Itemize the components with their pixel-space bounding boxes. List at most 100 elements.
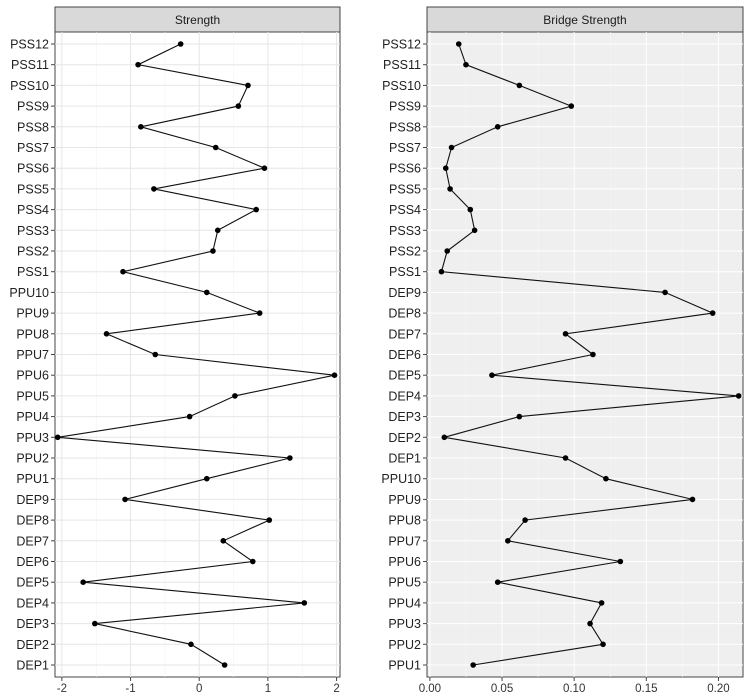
strength-point (221, 662, 228, 668)
strength-point (186, 413, 193, 420)
strength-y-tick-label: PSS11 (11, 58, 49, 72)
strength-point (54, 434, 61, 441)
bridge-strength-y-tick-label: PPU1 (388, 659, 421, 673)
strength-point (301, 600, 308, 606)
strength-y-tick-label: PSS12 (10, 38, 49, 52)
strength-y-tick-label: PPU8 (16, 327, 49, 341)
strength-point (214, 227, 221, 234)
bridge-strength-y-axis: PPU1 PPU2 PPU3 PPU4 PPU5 PPU6 PPU7 PPU8 PPU9 PPU1… (381, 38, 427, 673)
strength-y-tick-label: DEP6 (16, 555, 49, 569)
strength-y-tick-label: PSS7 (17, 141, 49, 155)
strength-y-tick-label: DEP5 (16, 576, 49, 590)
bridge-strength-y-tick-label: PSS6 (389, 162, 421, 176)
strength-point (122, 496, 128, 503)
bridge-strength-x-axis: 0.00 0.05 0.10 0.15 0.20 (419, 677, 730, 695)
bridge-strength-point (489, 372, 495, 379)
bridge-strength-y-tick-label: PPU3 (388, 617, 421, 631)
strength-point (188, 641, 194, 648)
bridge-strength-point (568, 103, 575, 109)
bridge-strength-y-tick-label: PPU5 (388, 576, 421, 590)
bridge-strength-y-tick-label: DEP5 (388, 369, 421, 383)
strength-point (253, 206, 260, 213)
strength-y-tick-label: PPU5 (16, 389, 49, 403)
bridge-strength-y-tick-label: PPU10 (381, 472, 421, 486)
bridge-strength-y-tick-label: PSS8 (389, 120, 421, 134)
strength-y-tick-label: PPU2 (16, 452, 49, 466)
strength-point (220, 538, 227, 544)
bridge-strength-y-tick-label: PSS10 (382, 79, 421, 93)
strength-y-tick-label: PSS5 (17, 182, 49, 196)
bridge-strength-point (494, 579, 501, 585)
strength-x-tick-label: -1 (125, 683, 135, 695)
bridge-strength-y-tick-label: PPU4 (388, 596, 421, 610)
strength-x-tick-label: 1 (265, 683, 271, 695)
bridge-strength-strip-title: Bridge Strength (543, 13, 626, 27)
strength-y-tick-label: DEP7 (16, 534, 49, 548)
bridge-strength-point (562, 331, 569, 337)
strength-y-tick-label: PPU1 (16, 472, 49, 486)
bridge-strength-point (735, 393, 742, 399)
bridge-strength-y-tick-label: DEP9 (388, 286, 421, 300)
bridge-strength-y-tick-label: PPU9 (388, 493, 421, 507)
bridge-strength-point (689, 496, 696, 503)
strength-point (249, 558, 256, 565)
bridge-strength-strip (426, 6, 744, 33)
bridge-strength-y-tick-label: DEP7 (388, 327, 421, 341)
strength-point (135, 61, 141, 68)
strength-y-tick-label: PSS3 (17, 224, 49, 238)
bridge-strength-point (603, 475, 609, 482)
bridge-strength-point (438, 268, 445, 275)
strength-point (138, 124, 144, 130)
strength-point (203, 289, 210, 296)
strength-y-tick-label: DEP4 (16, 596, 49, 610)
bridge-strength-y-tick-label: PSS1 (389, 265, 421, 279)
strength-point (232, 393, 238, 399)
bridge-strength-grid (427, 32, 743, 677)
bridge-strength-y-tick-label: PPU6 (388, 555, 421, 569)
strength-point (120, 268, 126, 275)
bridge-strength-x-tick-label: 0.05 (491, 683, 513, 695)
bridge-strength-y-tick-label: PSS12 (382, 38, 421, 52)
bridge-strength-y-tick-label: PSS7 (389, 141, 421, 155)
bridge-strength-y-tick-label: PSS5 (389, 182, 421, 196)
strength-point (210, 248, 216, 254)
bridge-strength-y-tick-label: DEP1 (388, 452, 421, 466)
strength-point (152, 351, 159, 358)
strength-x-tick-label: 0 (196, 683, 202, 695)
bridge-strength-x-tick-label: 0.15 (635, 683, 657, 695)
strength-panel: Strength DEP1DEP2DEP3DEP4DEP5DEP6DEP7DEP… (9, 6, 341, 695)
bridge-strength-point (598, 600, 605, 606)
strength-strip-title: Strength (175, 13, 220, 27)
strength-x-axis: -2 -1 0 1 2 (57, 677, 340, 695)
strength-y-tick-label: PSS8 (17, 120, 49, 134)
strength-point (177, 41, 184, 47)
bridge-strength-point (617, 558, 624, 565)
bridge-strength-x-tick-label: 0.20 (707, 683, 729, 695)
bridge-strength-point (494, 124, 501, 130)
bridge-strength-point (522, 517, 528, 523)
strength-point (212, 144, 219, 151)
strength-y-tick-label: PSS4 (17, 203, 49, 217)
bridge-strength-y-tick-label: DEP3 (388, 410, 421, 424)
bridge-strength-point (467, 206, 474, 213)
strength-point (80, 579, 86, 585)
strength-y-tick-label: DEP3 (16, 617, 49, 631)
strength-point (331, 372, 338, 379)
strength-y-tick-label: PSS10 (10, 79, 49, 93)
bridge-strength-point (463, 61, 469, 68)
strength-y-tick-label: PPU9 (16, 307, 49, 321)
strength-y-tick-label: DEP2 (16, 638, 49, 652)
strength-y-tick-label: PPU7 (16, 348, 49, 362)
strength-y-axis: DEP1 DEP2 DEP3 DEP4 DEP5 DEP6 DEP7 DEP8 DEP9 PPU1… (9, 38, 55, 673)
bridge-strength-point (444, 248, 451, 254)
bridge-strength-point (590, 351, 596, 358)
bridge-strength-y-tick-label: PSS4 (389, 203, 421, 217)
bridge-strength-point (441, 434, 448, 441)
bridge-strength-point (662, 289, 668, 296)
strength-y-tick-label: DEP8 (16, 514, 49, 528)
strength-y-tick-label: PPU4 (16, 410, 49, 424)
bridge-strength-point (516, 82, 523, 89)
strength-y-tick-label: PSS2 (17, 245, 49, 259)
bridge-strength-y-tick-label: PPU2 (388, 638, 421, 652)
bridge-strength-y-tick-label: PSS11 (383, 58, 421, 72)
